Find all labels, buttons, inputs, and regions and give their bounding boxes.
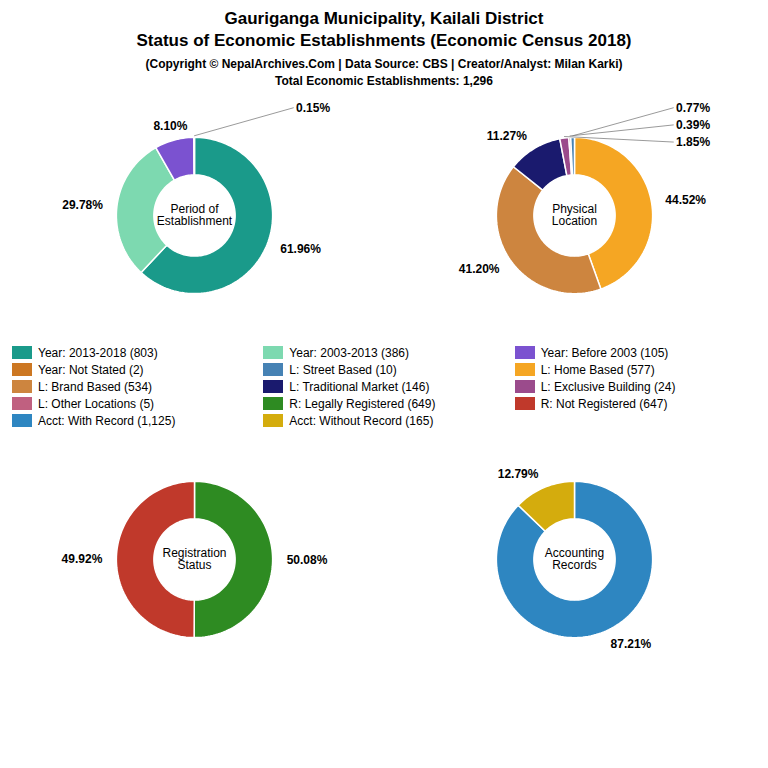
html-text:Year: 2003-2013 (386): Year: 2003-2013 (386) (289, 345, 409, 360)
svg-text:61.96%: 61.96% (280, 242, 321, 256)
svg-text:PhysicalLocation: PhysicalLocation (552, 202, 597, 228)
html-text:Acct: Without Record (165): Acct: Without Record (165) (289, 413, 434, 428)
svg-text:8.10%: 8.10% (153, 119, 187, 133)
svg-text:49.92%: 49.92% (62, 552, 103, 566)
svg-text:50.08%: 50.08% (287, 552, 328, 566)
svg-text:87.21%: 87.21% (611, 637, 652, 651)
html-text:L: Traditional Market (146): L: Traditional Market (146) (289, 379, 430, 394)
html-text:L: Other Locations (5): L: Other Locations (5) (38, 396, 155, 411)
html-text:R: Legally Registered (649): R: Legally Registered (649) (289, 396, 436, 411)
html-text:L: Home Based (577): L: Home Based (577) (540, 362, 655, 377)
html-text:Gauriganga Municipality, Kaila: Gauriganga Municipality, Kailali Distric… (136, 9, 632, 51)
svg-text:0.77%: 0.77% (676, 100, 710, 114)
html-text:R: Not Registered (647): R: Not Registered (647) (540, 396, 668, 411)
html-text:(Copyright © NepalArchives.Com: (Copyright © NepalArchives.Com | Data So… (145, 57, 623, 88)
html-text:Acct: With Record (1,125): Acct: With Record (1,125) (38, 413, 176, 428)
svg-text:1.85%: 1.85% (676, 135, 710, 149)
svg-text:11.27%: 11.27% (487, 129, 527, 143)
svg-text:41.20%: 41.20% (459, 262, 500, 276)
html-text:Year: Not Stated (2): Year: Not Stated (2) (38, 362, 144, 377)
svg-text:44.52%: 44.52% (665, 192, 706, 206)
svg-text:0.39%: 0.39% (676, 117, 710, 131)
html-text:L: Brand Based (534): L: Brand Based (534) (38, 379, 153, 394)
svg-text:RegistrationStatus: RegistrationStatus (162, 546, 226, 572)
html-text:L: Exclusive Building (24): L: Exclusive Building (24) (540, 379, 676, 394)
svg-text:12.79%: 12.79% (498, 467, 539, 481)
html-text:Year: 2013-2018 (803): Year: 2013-2018 (803) (38, 345, 158, 360)
html-text:L: Street Based (10): L: Street Based (10) (289, 362, 397, 377)
svg-text:Period ofEstablishment: Period ofEstablishment (157, 202, 233, 228)
svg-text:0.15%: 0.15% (296, 100, 330, 114)
svg-text:29.78%: 29.78% (62, 197, 103, 211)
svg-text:AccountingRecords: AccountingRecords (545, 546, 604, 572)
html-text:Year: Before 2003 (105): Year: Before 2003 (105) (540, 345, 669, 360)
